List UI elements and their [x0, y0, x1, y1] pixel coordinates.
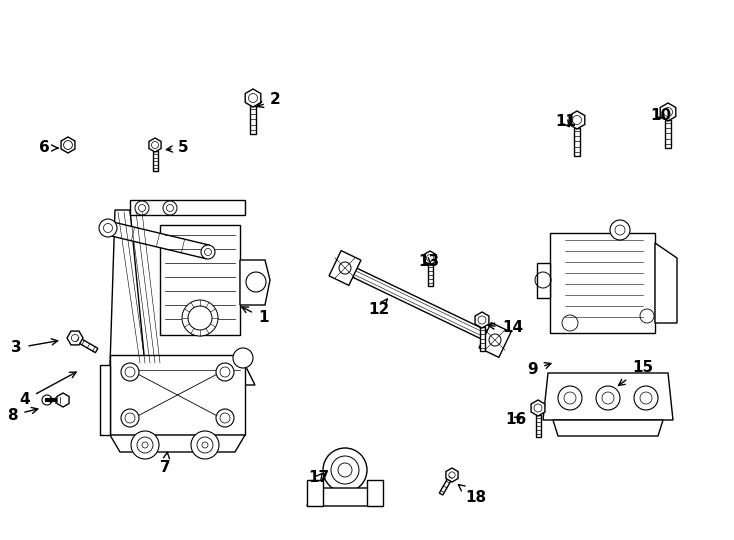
Text: 2: 2: [257, 92, 280, 107]
Polygon shape: [240, 260, 270, 305]
Polygon shape: [67, 331, 83, 345]
Circle shape: [216, 363, 234, 381]
Polygon shape: [130, 200, 245, 215]
Text: 10: 10: [650, 107, 671, 123]
Circle shape: [216, 409, 234, 427]
Text: 3: 3: [11, 339, 58, 355]
Polygon shape: [61, 137, 75, 153]
Text: 8: 8: [7, 408, 37, 422]
Text: 9: 9: [527, 362, 551, 377]
Polygon shape: [106, 221, 210, 259]
Polygon shape: [57, 393, 69, 407]
Text: 4: 4: [19, 372, 76, 408]
Polygon shape: [424, 251, 436, 265]
Polygon shape: [73, 336, 98, 353]
Polygon shape: [307, 480, 323, 506]
Circle shape: [42, 395, 52, 405]
Polygon shape: [110, 210, 145, 365]
Polygon shape: [479, 322, 511, 357]
Circle shape: [558, 386, 582, 410]
Polygon shape: [655, 243, 677, 323]
Polygon shape: [343, 264, 497, 345]
Text: 16: 16: [505, 413, 526, 428]
Bar: [427, 264, 432, 286]
Polygon shape: [569, 111, 585, 129]
Bar: [574, 128, 580, 156]
Polygon shape: [475, 312, 489, 328]
Polygon shape: [110, 355, 245, 435]
Text: 12: 12: [368, 299, 389, 318]
Text: 15: 15: [619, 361, 653, 386]
Polygon shape: [245, 89, 261, 107]
Polygon shape: [531, 400, 545, 416]
Polygon shape: [329, 251, 361, 285]
Polygon shape: [550, 233, 655, 333]
Circle shape: [131, 431, 159, 459]
Circle shape: [201, 245, 215, 259]
Circle shape: [610, 220, 630, 240]
Bar: [479, 327, 484, 351]
Polygon shape: [446, 468, 458, 482]
Circle shape: [99, 219, 117, 237]
Circle shape: [182, 300, 218, 336]
Circle shape: [163, 201, 177, 215]
Circle shape: [121, 363, 139, 381]
Circle shape: [323, 448, 367, 492]
Polygon shape: [149, 138, 161, 152]
FancyBboxPatch shape: [160, 225, 240, 335]
Circle shape: [188, 306, 212, 330]
Polygon shape: [553, 420, 663, 436]
Text: 11: 11: [555, 114, 576, 130]
Polygon shape: [307, 488, 383, 506]
Polygon shape: [367, 480, 383, 506]
Bar: [665, 120, 671, 148]
Bar: [250, 106, 256, 134]
Text: 13: 13: [418, 254, 439, 269]
Bar: [536, 415, 540, 437]
Polygon shape: [537, 263, 550, 298]
Text: 6: 6: [39, 140, 58, 156]
Circle shape: [596, 386, 620, 410]
Polygon shape: [660, 103, 676, 121]
Polygon shape: [115, 365, 255, 385]
Text: 17: 17: [308, 470, 329, 485]
Circle shape: [135, 201, 149, 215]
Circle shape: [233, 348, 253, 368]
Polygon shape: [439, 474, 454, 495]
Circle shape: [191, 431, 219, 459]
Polygon shape: [543, 373, 673, 420]
Bar: [153, 151, 158, 171]
Text: 14: 14: [488, 321, 523, 335]
Text: 5: 5: [167, 140, 189, 156]
Polygon shape: [100, 365, 110, 435]
Text: 1: 1: [241, 307, 269, 326]
Circle shape: [634, 386, 658, 410]
Text: 7: 7: [160, 453, 170, 476]
Text: 18: 18: [458, 484, 486, 505]
Polygon shape: [110, 435, 245, 452]
Circle shape: [121, 409, 139, 427]
